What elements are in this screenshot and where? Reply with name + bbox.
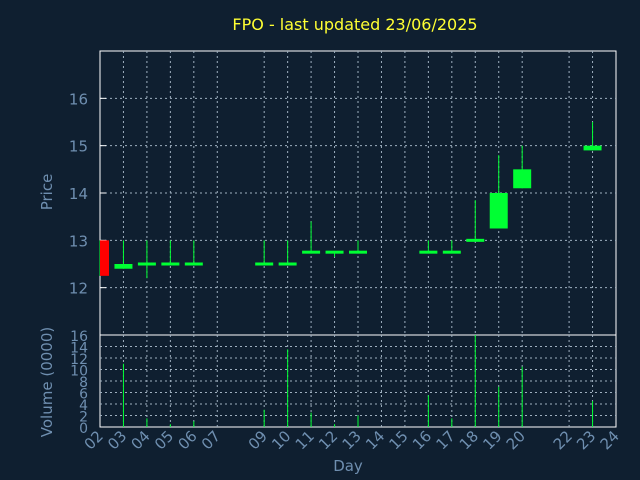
day-axis-label: Day [333, 457, 363, 475]
volume-tick-label: 6 [79, 387, 88, 403]
day-tick-label: 20 [503, 427, 529, 453]
chart-title: FPO - last updated 23/06/2025 [232, 15, 477, 34]
price-axis-label: Price [38, 174, 56, 211]
candle-body [489, 193, 508, 229]
day-tick-label: 15 [386, 427, 412, 453]
volume-tick-label: 16 [70, 329, 88, 345]
price-tick-label: 12 [69, 280, 88, 298]
day-tick-label: 11 [292, 427, 318, 453]
candle-body [513, 169, 532, 189]
day-tick-label: 06 [174, 427, 200, 453]
candle-body [255, 262, 274, 266]
candle-body [184, 262, 203, 266]
day-tick-label: 19 [479, 427, 505, 453]
day-tick-label: 23 [573, 427, 599, 453]
candle-body [583, 145, 602, 151]
day-tick-label: 16 [409, 427, 435, 453]
candle-body [349, 250, 367, 254]
candle-body [325, 250, 344, 254]
day-tick-label: 24 [597, 427, 623, 453]
day-tick-label: 03 [104, 427, 130, 453]
candle-body [137, 262, 156, 266]
candle-body [466, 238, 485, 242]
candle-body [419, 250, 438, 254]
price-tick-label: 16 [69, 90, 88, 108]
volume-tick-label: 10 [70, 364, 88, 380]
volume-tick-label: 2 [79, 410, 88, 426]
day-tick-label: 17 [432, 427, 458, 453]
price-tick-label: 15 [69, 138, 88, 156]
price-tick-label: 14 [69, 185, 88, 203]
candle-body [442, 250, 461, 254]
candle-body [302, 250, 321, 254]
day-tick-label: 07 [198, 427, 224, 453]
day-tick-label: 14 [362, 427, 388, 453]
day-tick-label: 13 [339, 427, 365, 453]
candle-body [114, 264, 133, 269]
volume-tick-label: 8 [79, 375, 88, 391]
candle-body [161, 262, 180, 266]
candle-body [278, 262, 297, 266]
day-tick-label: 12 [315, 427, 341, 453]
volume-tick-label: 12 [70, 352, 88, 368]
candle-body [100, 240, 109, 276]
volume-axis-label: Volume (0000) [38, 327, 56, 437]
volume-tick-label: 0 [79, 421, 88, 437]
price-panel: 12 13 14 15 16 [69, 50, 617, 336]
day-tick-label: 22 [550, 427, 576, 453]
day-tick-label: 05 [151, 427, 177, 453]
volume-tick-label: 14 [70, 341, 88, 357]
day-tick-label: 04 [128, 427, 154, 453]
price-tick-label: 13 [69, 232, 88, 250]
day-tick-label: 09 [245, 427, 271, 453]
day-tick-label: 10 [268, 427, 294, 453]
day-tick-label: 18 [456, 427, 482, 453]
volume-tick-label: 4 [79, 398, 88, 414]
